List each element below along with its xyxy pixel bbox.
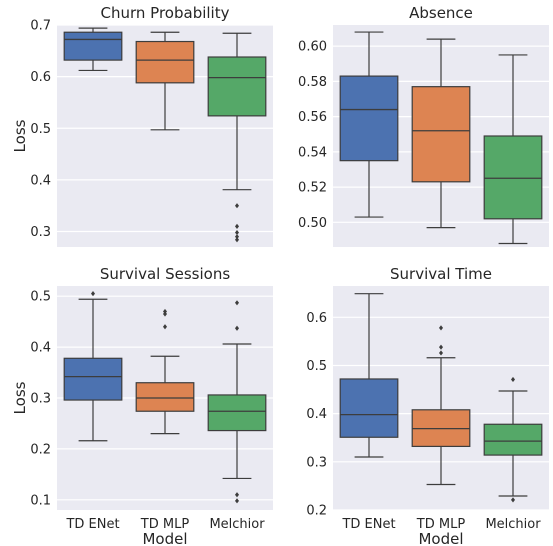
y-axis-label: Loss: [11, 119, 29, 152]
y-tick-label: 0.2: [306, 504, 327, 519]
box-td-mlp: [135, 308, 195, 435]
box-td-enet: [63, 27, 123, 72]
outlier-point: [235, 234, 239, 240]
y-tick-label: 0.3: [30, 392, 51, 407]
box-melchior: [207, 32, 267, 243]
box-td-mlp: [135, 31, 195, 131]
x-tick-label: Melchior: [485, 517, 541, 532]
outlier-point: [235, 325, 239, 331]
subplot-title: Survival Sessions: [100, 265, 230, 283]
y-tick-label: 0.3: [306, 455, 327, 470]
box-body: [63, 357, 123, 401]
x-tick-label: Melchior: [209, 517, 265, 532]
outlier-point: [91, 291, 95, 297]
box-body: [339, 75, 399, 162]
y-tick-label: 0.52: [298, 181, 327, 196]
outlier-point: [511, 497, 515, 503]
y-tick-label: 0.1: [30, 493, 51, 508]
outlier-point: [235, 498, 239, 504]
outlier-point: [439, 344, 443, 350]
box-body: [483, 135, 543, 220]
y-tick-label: 0.58: [298, 75, 327, 90]
box-body: [207, 56, 267, 117]
box-body: [339, 378, 399, 438]
y-tick-label: 0.56: [298, 110, 327, 125]
outlier-point: [235, 237, 239, 243]
box-body: [207, 394, 267, 432]
subplot-title: Survival Time: [390, 265, 492, 283]
box-melchior: [483, 376, 543, 503]
y-tick-label: 0.4: [306, 407, 327, 422]
y-tick-label: 0.6: [306, 311, 327, 326]
box-melchior: [483, 54, 543, 245]
subplot-1: 0.3 0.4 0.5 0.6 0.7 Churn Probability Loss: [11, 4, 273, 247]
box-body: [483, 423, 543, 456]
outlier-point: [439, 350, 443, 356]
x-tick-label: TD MLP: [416, 517, 466, 532]
x-tick-label: TD ENet: [65, 517, 119, 532]
box-td-enet: [339, 293, 399, 458]
subplot-title: Absence: [409, 4, 473, 22]
x-axis-label: Model: [142, 530, 187, 546]
y-tick-label: 0.7: [30, 19, 51, 34]
box-td-mlp: [411, 325, 471, 486]
y-tick-label: 0.3: [30, 225, 51, 240]
box-melchior: [207, 300, 267, 504]
box-body: [411, 86, 471, 183]
x-axis-label: Model: [418, 530, 463, 546]
subplot-4: 0.2 0.3 0.4 0.5 0.6 TD ENet TD MLP Melchior Surv…: [306, 265, 549, 546]
outlier-point: [235, 300, 239, 306]
y-tick-label: 0.4: [30, 341, 51, 356]
y-tick-label: 0.5: [306, 359, 327, 374]
y-axis-label: Loss: [11, 381, 29, 414]
outlier-point: [163, 311, 167, 317]
outlier-point: [235, 223, 239, 229]
outlier-point: [511, 376, 515, 383]
box-body: [63, 31, 123, 61]
subplot-2: 0.50 0.52 0.54 0.56 0.58 0.60 Absence: [298, 4, 549, 247]
x-tick-label: TD MLP: [140, 517, 190, 532]
outlier-point: [163, 324, 167, 330]
y-tick-label: 0.54: [298, 145, 327, 160]
y-tick-label: 0.4: [30, 173, 51, 188]
y-tick-label: 0.5: [30, 290, 51, 305]
subplot-title: Churn Probability: [101, 4, 230, 22]
y-tick-label: 0.50: [298, 216, 327, 231]
outlier-point: [439, 325, 443, 331]
outlier-point: [235, 229, 239, 236]
subplot-3: 0.1 0.2 0.3 0.4 0.5 TD ENet TD MLP Melchior Surv…: [11, 265, 273, 546]
box-td-enet: [63, 291, 123, 442]
box-td-enet: [339, 31, 399, 218]
y-tick-label: 0.5: [30, 122, 51, 137]
y-tick-label: 0.2: [30, 442, 51, 457]
y-tick-label: 0.6: [30, 70, 51, 85]
outlier-point: [235, 203, 239, 209]
box-body: [135, 40, 195, 84]
outlier-point: [235, 492, 239, 498]
y-tick-label: 0.60: [298, 40, 327, 55]
box-td-mlp: [411, 38, 471, 229]
x-tick-label: TD ENet: [341, 517, 395, 532]
box-body: [135, 382, 195, 412]
